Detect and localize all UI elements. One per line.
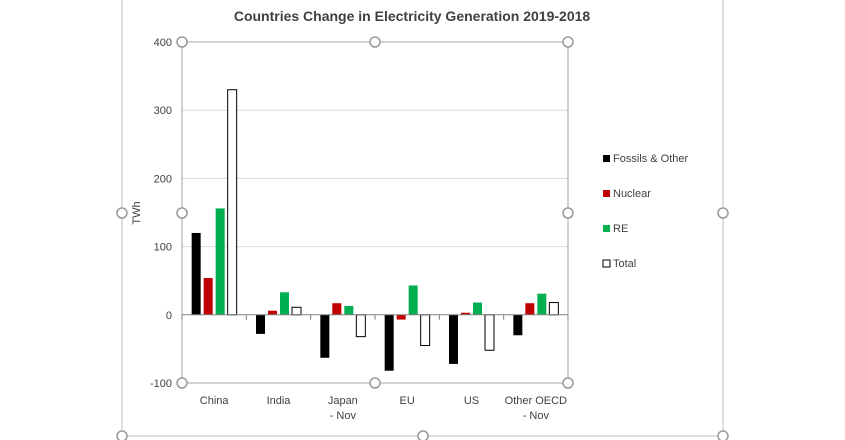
y-axis-ticks: 400 300 200 100 0 -100 <box>150 37 172 390</box>
x-tick-label: EU <box>400 395 415 407</box>
x-axis-tick-labels: China India Japan - Nov EU US Other OECD - Nov <box>200 395 567 422</box>
bar-total-japan-nov <box>355 314 366 338</box>
bar-nuclear-us <box>461 312 470 315</box>
x-tick-label: US <box>464 395 479 407</box>
x-axis <box>181 314 569 320</box>
bar-nuclear-japan-nov <box>332 303 342 315</box>
bar-re-other-oecd-nov <box>537 293 547 315</box>
bar-nuclear-eu <box>396 314 406 320</box>
legend-swatch <box>603 155 610 162</box>
x-tick-label: Other OECD - Nov <box>505 395 567 422</box>
bars <box>191 89 559 371</box>
bar-re-india <box>280 292 289 315</box>
y-tick-label: 0 <box>166 310 172 322</box>
bar-fossils-other-japan-nov <box>320 314 330 358</box>
bar-fossils-other-us <box>449 314 458 364</box>
chart-title: Countries Change in Electricity Generati… <box>234 8 591 24</box>
legend-label: RE <box>613 223 628 235</box>
x-tick-label: India <box>267 395 292 407</box>
plot-area-handles[interactable] <box>176 36 574 389</box>
legend-swatch <box>602 259 611 268</box>
gridlines <box>182 41 568 384</box>
chart-frame[interactable] <box>121 0 724 440</box>
bar-re-china <box>215 208 225 315</box>
bar-nuclear-china <box>203 277 213 315</box>
legend[interactable]: Fossils & Other Nuclear RE Total <box>602 153 689 270</box>
legend-label: Total <box>613 258 636 270</box>
chart-frame-handles[interactable] <box>116 207 729 440</box>
bar-total-india <box>291 306 302 316</box>
y-tick-label: 300 <box>154 105 172 117</box>
plot-area[interactable] <box>181 41 569 384</box>
bar-nuclear-other-oecd-nov <box>525 303 535 315</box>
bar-fossils-other-china <box>191 232 201 315</box>
y-tick-label: -100 <box>150 378 172 390</box>
bar-re-eu <box>408 285 418 315</box>
bar-fossils-other-other-oecd-nov <box>513 314 523 336</box>
bar-total-eu <box>420 314 431 346</box>
legend-swatch <box>603 225 610 232</box>
bar-total-china <box>227 89 238 316</box>
legend-label: Nuclear <box>613 188 651 200</box>
legend-swatch <box>603 190 610 197</box>
bar-total-us <box>484 314 495 351</box>
bar-total-other-oecd-nov <box>548 302 559 316</box>
x-tick-label: Japan - Nov <box>328 395 358 422</box>
y-tick-label: 200 <box>154 173 172 185</box>
bar-re-us <box>473 302 482 315</box>
bar-re-japan-nov <box>344 305 354 315</box>
y-axis-label: TWh <box>131 201 143 224</box>
legend-label: Fossils & Other <box>613 153 689 165</box>
bar-nuclear-india <box>268 310 277 315</box>
x-tick-label: China <box>200 395 230 407</box>
bar-fossils-other-india <box>256 314 265 334</box>
bar-fossils-other-eu <box>384 314 394 371</box>
y-tick-label: 400 <box>154 37 172 49</box>
y-tick-label: 100 <box>154 242 172 254</box>
